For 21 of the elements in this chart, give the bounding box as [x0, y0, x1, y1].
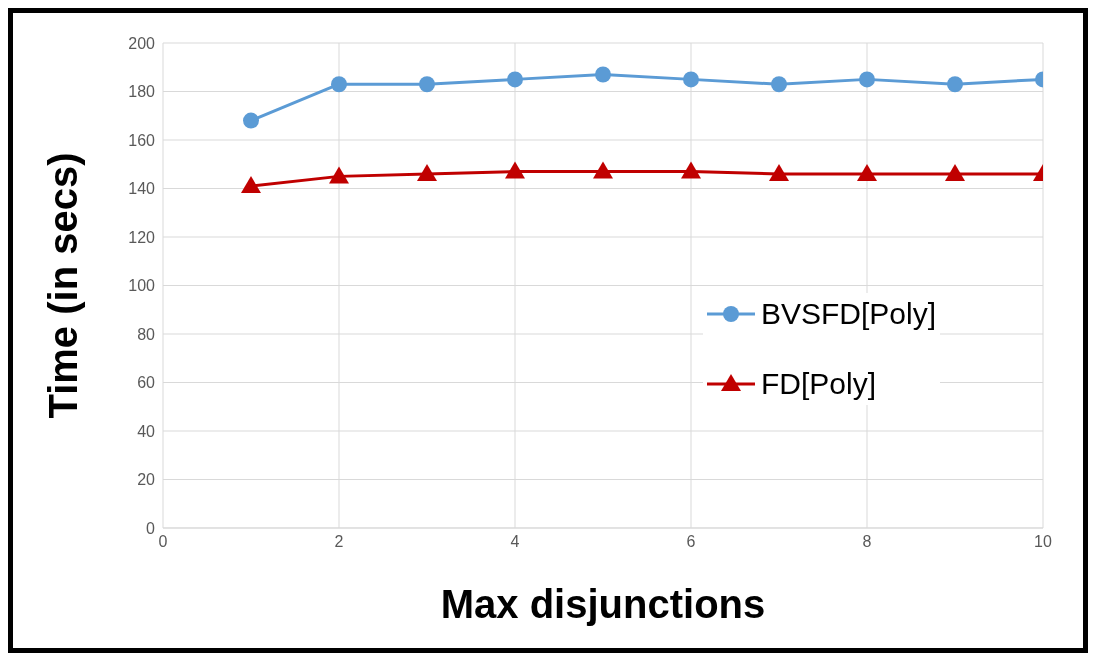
- x-tick-label: 4: [510, 533, 520, 551]
- y-tick-label: 160: [128, 131, 156, 149]
- legend-label: FD[Poly]: [761, 367, 877, 401]
- legend-label: BVSFD[Poly]: [761, 297, 937, 331]
- y-tick-label: 60: [137, 374, 156, 392]
- x-tick-label: 2: [334, 533, 344, 551]
- x-axis-title: Max disjunctions: [440, 582, 766, 626]
- y-tick-label: 0: [146, 519, 156, 537]
- y-axis-title: Time (in secs): [41, 152, 86, 419]
- y-tick-label: 40: [137, 422, 156, 440]
- y-tick-label: 140: [128, 180, 156, 198]
- x-tick-label: 8: [862, 533, 872, 551]
- y-tick-label: 20: [137, 471, 156, 489]
- x-tick-label: 6: [686, 533, 696, 551]
- y-tick-label: 180: [128, 83, 156, 101]
- y-tick-label: 80: [137, 325, 156, 343]
- x-tick-label: 10: [1034, 533, 1052, 551]
- x-tick-label: 0: [158, 533, 168, 551]
- y-tick-label: 100: [128, 277, 156, 295]
- y-tick-label: 200: [128, 34, 156, 52]
- y-tick-label: 120: [128, 228, 156, 246]
